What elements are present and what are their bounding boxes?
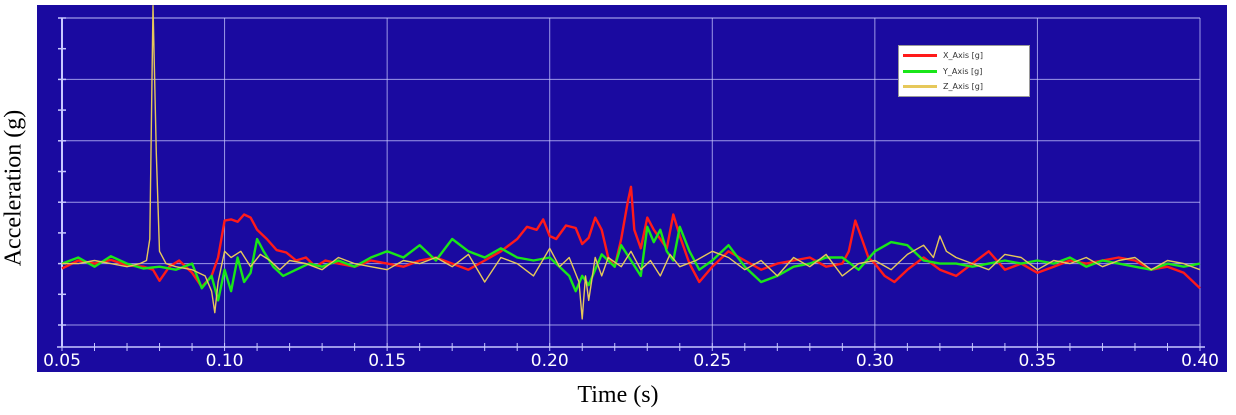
x-tick-label: 0.40 xyxy=(1181,351,1219,371)
legend-label: X_Axis [g] xyxy=(943,51,983,61)
x-tick-label: 0.20 xyxy=(531,351,569,371)
series-line-y xyxy=(61,225,1201,302)
x-tick-label: 0.25 xyxy=(693,351,731,371)
legend-label: Y_Axis [g] xyxy=(943,66,983,76)
legend-item: Z_Axis [g] xyxy=(903,79,1025,95)
x-tick-label: 0.15 xyxy=(368,351,406,371)
legend-item: Y_Axis [g] xyxy=(903,64,1025,80)
series-lines xyxy=(61,4,1201,320)
legend-item: X_Axis [g] xyxy=(903,48,1025,64)
acceleration-chart: 0.05 0.10 0.15 0.20 0.25 0.30 0.35 0.40 xyxy=(37,4,1227,372)
series-line-z xyxy=(62,4,1201,320)
chart-legend: X_Axis [g] Y_Axis [g] Z_Axis [g] xyxy=(898,45,1030,97)
legend-label: Z_Axis [g] xyxy=(943,82,983,92)
x-axis-label: Time (s) xyxy=(577,382,659,408)
x-tick-label: 0.35 xyxy=(1018,351,1056,371)
x-tick-label: 0.10 xyxy=(206,351,244,371)
legend-swatch xyxy=(903,85,937,89)
x-tick-label: 0.30 xyxy=(856,351,894,371)
legend-swatch xyxy=(903,54,937,58)
legend-swatch xyxy=(903,69,937,73)
x-tick-labels: 0.05 0.10 0.15 0.20 0.25 0.30 0.35 0.40 xyxy=(43,351,1219,371)
x-tick-label: 0.05 xyxy=(43,351,81,371)
series-line-x xyxy=(61,185,1201,290)
